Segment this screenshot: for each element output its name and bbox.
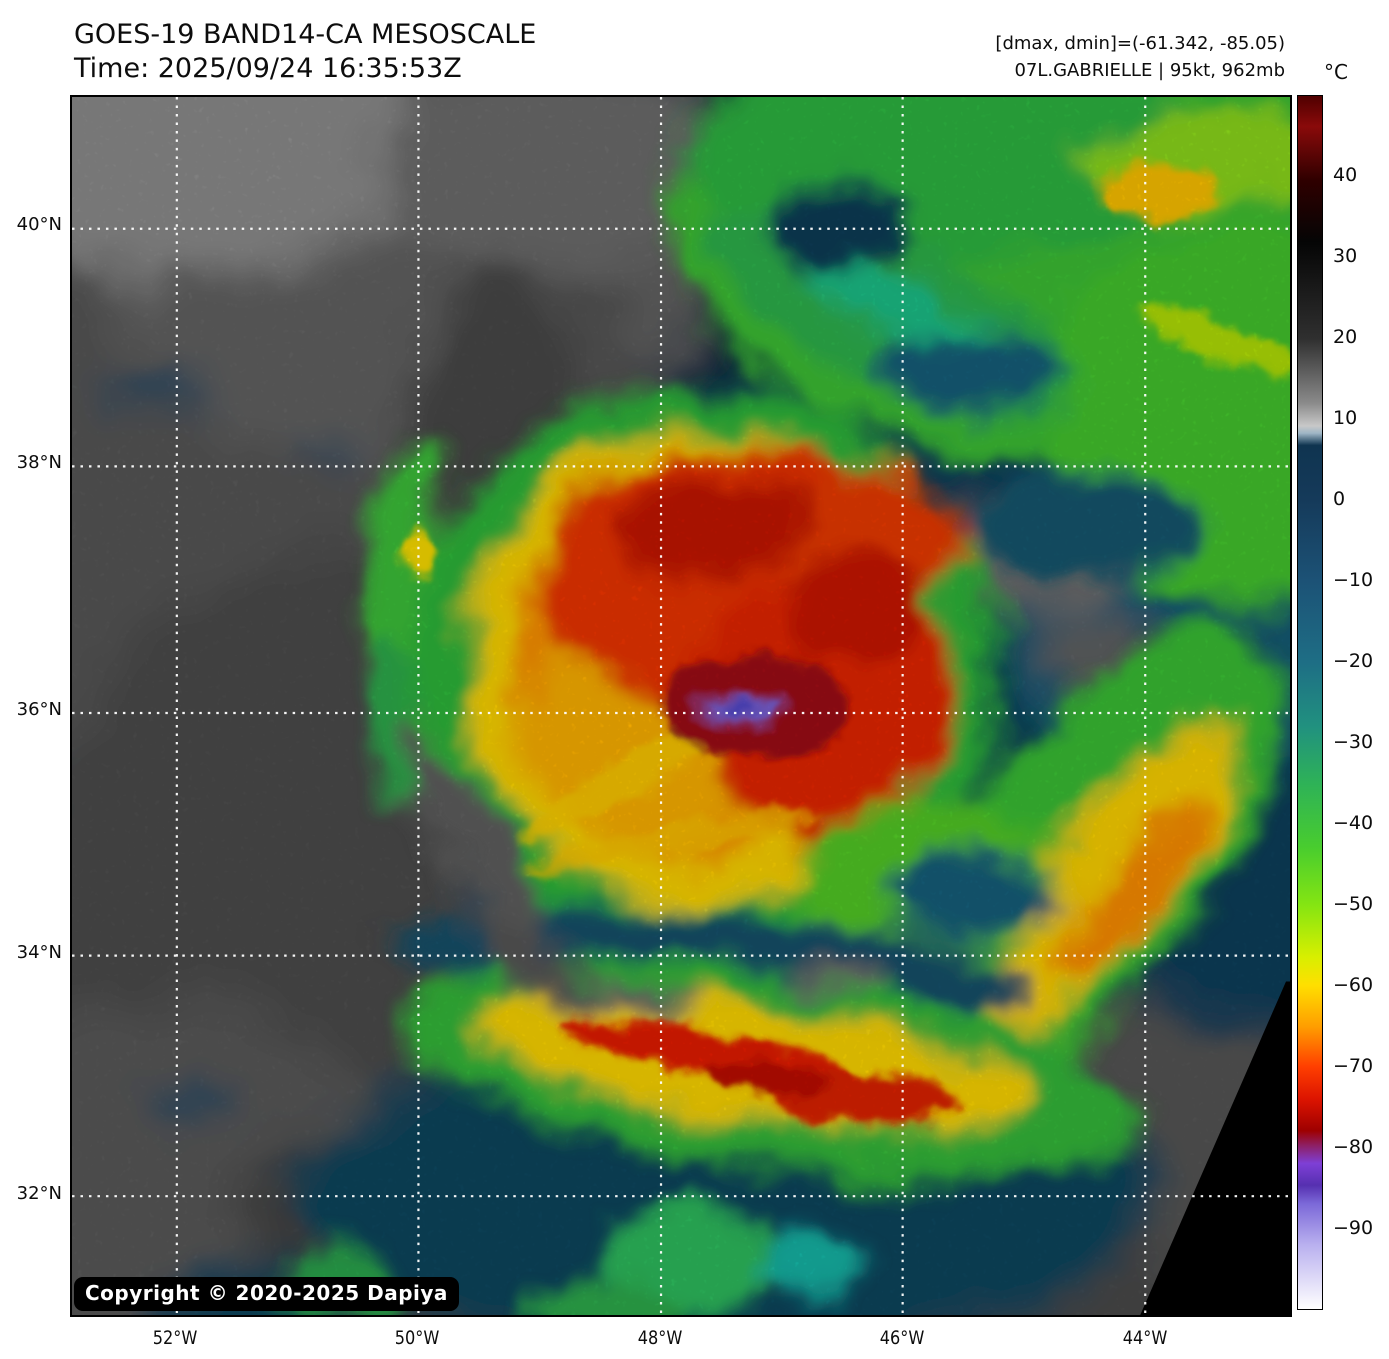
colorbar-tick-label: −50 (1333, 893, 1374, 915)
colorbar-tick-label: −70 (1333, 1055, 1374, 1077)
colorbar-tick-label: −40 (1333, 812, 1374, 834)
noise-texture (72, 97, 1290, 1315)
colorbar-tick-label: 30 (1333, 245, 1358, 267)
no-data-region (1140, 981, 1290, 1315)
colorbar-tick-label: −80 (1333, 1136, 1374, 1158)
colorbar-tick-label: 0 (1333, 488, 1346, 510)
colorbar-tick-label: 40 (1333, 164, 1358, 186)
colorbar-tick-label: 20 (1333, 326, 1358, 348)
info-block: [dmax, dmin]=(-61.342, -85.05) 07L.GABRI… (995, 30, 1285, 84)
colorbar-tick-label: −30 (1333, 731, 1374, 753)
satellite-map: Copyright © 2020-2025 Dapiya (70, 95, 1292, 1317)
storm-info: 07L.GABRIELLE | 95kt, 962mb (1014, 60, 1285, 81)
colorbar-tick-label: 10 (1333, 407, 1358, 429)
lon-tick-label: 52°W (152, 1327, 198, 1349)
lat-tick-label: 32°N (16, 1183, 62, 1204)
lat-tick-label: 36°N (16, 699, 62, 720)
colorbar-tick-label: −20 (1333, 650, 1374, 672)
lon-tick-label: 46°W (879, 1327, 925, 1349)
title-block: GOES-19 BAND14-CA MESOSCALE Time: 2025/0… (74, 18, 536, 86)
lon-tick-label: 50°W (394, 1327, 440, 1349)
colorbar-tick-label: −10 (1333, 569, 1374, 591)
lon-tick-label: 48°W (637, 1327, 683, 1349)
lat-tick-label: 38°N (16, 452, 62, 473)
satellite-image (72, 97, 1290, 1315)
colorbar-tick-label: −60 (1333, 974, 1374, 996)
copyright-badge: Copyright © 2020-2025 Dapiya (74, 1277, 459, 1311)
colorbar (1297, 95, 1323, 1310)
latitude-axis: 40°N 38°N 36°N 34°N 32°N (0, 0, 64, 1359)
colorbar-unit-label: °C (1324, 60, 1348, 84)
range-info: [dmax, dmin]=(-61.342, -85.05) (995, 33, 1285, 54)
lon-tick-label: 44°W (1122, 1327, 1168, 1349)
lat-tick-label: 40°N (16, 214, 62, 235)
page-title: GOES-19 BAND14-CA MESOSCALE (74, 19, 537, 50)
timestamp: Time: 2025/09/24 16:35:53Z (74, 53, 462, 84)
lat-tick-label: 34°N (16, 942, 62, 963)
colorbar-tick-label: −90 (1333, 1217, 1374, 1239)
